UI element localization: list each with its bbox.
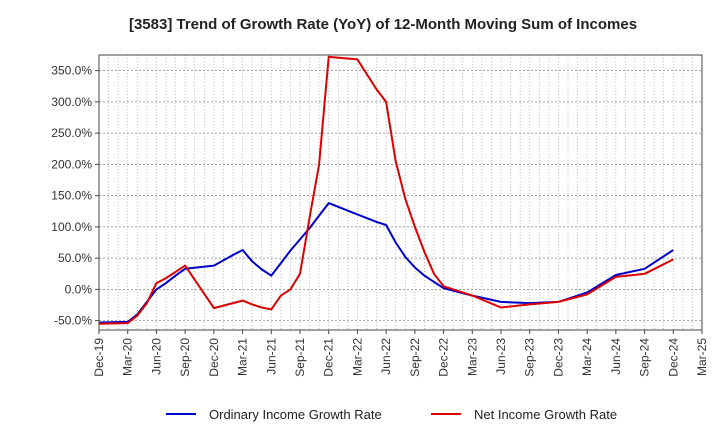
y-tick-label: 100.0% (51, 220, 92, 234)
legend-ordinary-label: Ordinary Income Growth Rate (209, 407, 382, 422)
x-tick-label: Jun-21 (264, 338, 278, 375)
y-tick-label: -50.0% (54, 314, 92, 328)
x-tick-label: Mar-21 (236, 338, 250, 376)
legend-net-label: Net Income Growth Rate (474, 407, 617, 422)
y-axis: -50.0% 0.0% 50.0% 100.0% 150.0% 200.0% 250.0% 3… (51, 64, 99, 328)
x-tick-label: Jun-24 (609, 338, 623, 375)
x-tick-label: Mar-25 (695, 338, 709, 376)
x-tick-label: Mar-22 (350, 338, 364, 376)
x-tick-label: Jun-22 (379, 338, 393, 375)
net-income-growth-line (98, 55, 674, 325)
x-axis: Dec-19 Mar-20 Jun-20 Sep-20 Dec-20 Mar-21 Jun-… (92, 330, 709, 377)
y-tick-label: 200.0% (51, 157, 92, 171)
y-tick-label: 250.0% (51, 126, 92, 140)
x-tick-label: Dec-24 (666, 338, 680, 377)
y-tick-label: 0.0% (65, 282, 93, 296)
series-lines (98, 55, 674, 325)
y-tick-label: 50.0% (58, 251, 92, 265)
plot-area-frame (98, 54, 703, 331)
y-tick-label: 150.0% (51, 189, 92, 203)
x-tick-label: Dec-23 (551, 338, 565, 377)
x-tick-label: Sep-24 (638, 338, 652, 377)
x-tick-label: Jun-23 (494, 338, 508, 375)
x-tick-label: Mar-20 (121, 338, 135, 376)
y-tick-label: 350.0% (51, 64, 92, 78)
x-tick-label: Sep-23 (523, 338, 537, 377)
x-tick-label: Sep-22 (408, 338, 422, 377)
x-tick-label: Mar-23 (465, 338, 479, 376)
x-tick-label: Dec-19 (92, 338, 106, 377)
x-tick-label: Mar-24 (580, 338, 594, 376)
y-tick-label: 300.0% (51, 95, 92, 109)
x-tick-label: Jun-20 (149, 338, 163, 375)
x-tick-label: Dec-21 (322, 338, 336, 377)
legend: Ordinary Income Growth Rate Net Income G… (166, 407, 617, 422)
x-tick-label: Dec-20 (207, 338, 221, 377)
x-tick-label: Dec-22 (437, 338, 451, 377)
ordinary-income-growth-line (98, 202, 674, 324)
grid-lines (98, 55, 703, 330)
chart-title: [3583] Trend of Growth Rate (YoY) of 12-… (129, 16, 637, 33)
x-tick-label: Sep-20 (178, 338, 192, 377)
x-tick-label: Sep-21 (293, 338, 307, 377)
